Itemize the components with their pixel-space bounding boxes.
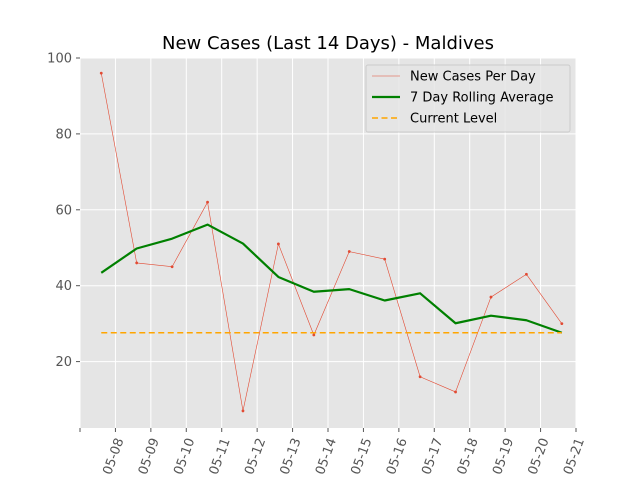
- legend-label: Current Level: [410, 112, 497, 127]
- new-cases-point: [560, 322, 564, 326]
- new-cases-line: [100, 73, 563, 411]
- new-cases-point: [418, 375, 422, 379]
- y-tick-label: 100: [47, 52, 72, 67]
- new-cases-point: [206, 200, 209, 204]
- new-cases-point: [525, 272, 528, 276]
- new-cases-point: [170, 265, 174, 269]
- new-cases-point: [383, 257, 387, 261]
- legend-label: 7 Day Rolling Average: [410, 91, 553, 106]
- new-cases-point: [99, 71, 103, 75]
- series-layer: [99, 71, 564, 413]
- legend: New Cases Per Day 7 Day Rolling Average Cu…: [365, 64, 571, 133]
- y-tick-label: 60: [55, 203, 72, 218]
- new-cases-point: [312, 333, 316, 337]
- chart-title: New Cases (Last 14 Days) - Maldives: [162, 33, 494, 54]
- legend-box: [365, 64, 571, 133]
- y-tick-label: 20: [55, 355, 72, 370]
- rolling-average-line: [100, 223, 563, 334]
- grid: [79, 57, 577, 428]
- new-cases-point: [489, 295, 493, 299]
- new-cases-point: [347, 250, 351, 253]
- legend-label: New Cases Per Day: [410, 70, 536, 85]
- new-cases-point: [135, 261, 139, 265]
- y-tick-label: 80: [55, 127, 72, 142]
- new-cases-point: [454, 390, 457, 394]
- y-tick-label: 40: [55, 279, 72, 294]
- new-cases-point: [241, 409, 245, 413]
- new-cases-point: [277, 242, 280, 246]
